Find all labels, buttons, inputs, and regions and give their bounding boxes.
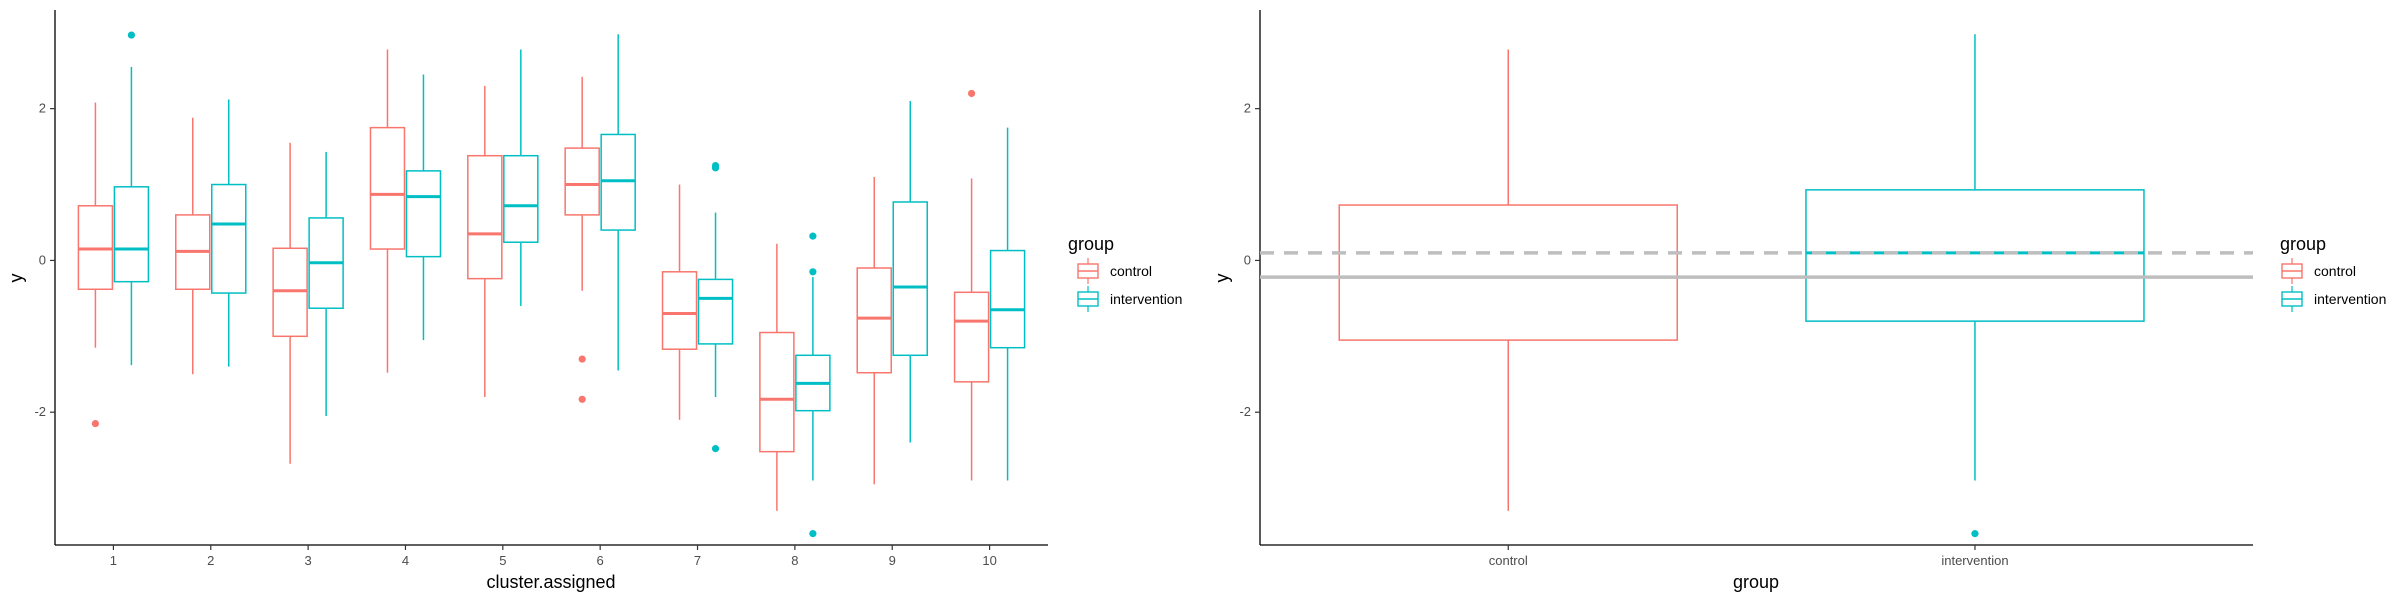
x-tick-label: 6 — [597, 553, 604, 568]
box-body — [953, 291, 990, 383]
box-body — [272, 247, 308, 338]
x-axis-title: group — [1733, 572, 1779, 592]
panel-group-boxplot: -2 0 2 control intervention group y group c… — [1212, 10, 2386, 592]
box-body — [697, 278, 734, 345]
x-tick-label: 3 — [305, 553, 312, 568]
x-tick-label: 8 — [791, 553, 798, 568]
panel-cluster-boxplot: -2 0 2 1 2 3 4 5 6 7 8 9 10 cluster.assigned y grou… — [6, 10, 1182, 592]
box-body — [211, 183, 247, 294]
legend-label: control — [2314, 263, 2356, 279]
box-outlier — [91, 419, 100, 428]
box-body — [113, 186, 150, 283]
box-body — [759, 331, 795, 453]
box-body — [405, 170, 442, 258]
box-body — [1338, 204, 1678, 341]
x-axis-title: cluster.assigned — [486, 572, 615, 592]
x-tick-label: 1 — [110, 553, 117, 568]
legend-title: group — [1068, 234, 1114, 254]
y-tick-label: 0 — [1244, 252, 1251, 267]
x-tick-label: control — [1489, 553, 1528, 568]
box-body — [503, 154, 539, 243]
box-outlier — [809, 268, 817, 276]
box-outlier — [967, 89, 976, 98]
box-outlier — [1971, 530, 1979, 538]
box-body — [892, 201, 928, 357]
box-outlier — [809, 530, 817, 538]
x-tick-label: 2 — [207, 553, 214, 568]
x-tick-label: intervention — [1941, 553, 2008, 568]
box-outlier — [127, 31, 136, 39]
x-tick-label: 9 — [889, 553, 896, 568]
box-body — [856, 267, 892, 374]
box-body — [564, 147, 600, 216]
box-outlier — [809, 232, 817, 240]
x-tick-label: 10 — [982, 553, 996, 568]
box-body — [661, 271, 698, 350]
y-tick-label: -2 — [1239, 404, 1251, 419]
y-axis-title: y — [6, 274, 26, 283]
box-outlier — [578, 355, 586, 363]
y-tick-label: -2 — [34, 404, 46, 419]
legend-label: intervention — [2314, 291, 2386, 307]
box-body — [1805, 189, 2145, 322]
box-body — [369, 126, 406, 250]
box-body — [600, 133, 636, 231]
y-tick-label: 2 — [1244, 101, 1251, 116]
y-tick-label: 2 — [39, 101, 46, 116]
legend-label: control — [1110, 263, 1152, 279]
box-body — [77, 205, 114, 291]
box-body — [989, 249, 1026, 349]
legend: group control intervention — [1068, 234, 1182, 312]
y-axis-title: y — [1212, 274, 1232, 283]
box-body — [467, 154, 503, 280]
legend-label: intervention — [1110, 291, 1182, 307]
box-outlier — [578, 395, 586, 403]
box-outlier — [711, 161, 720, 170]
x-tick-label: 4 — [402, 553, 409, 568]
x-tick-label: 5 — [499, 553, 506, 568]
box-outlier — [711, 445, 720, 453]
legend-title: group — [2280, 234, 2326, 254]
y-tick-label: 0 — [39, 252, 46, 267]
legend: group control intervention — [2280, 234, 2386, 312]
x-tick-label: 7 — [694, 553, 701, 568]
